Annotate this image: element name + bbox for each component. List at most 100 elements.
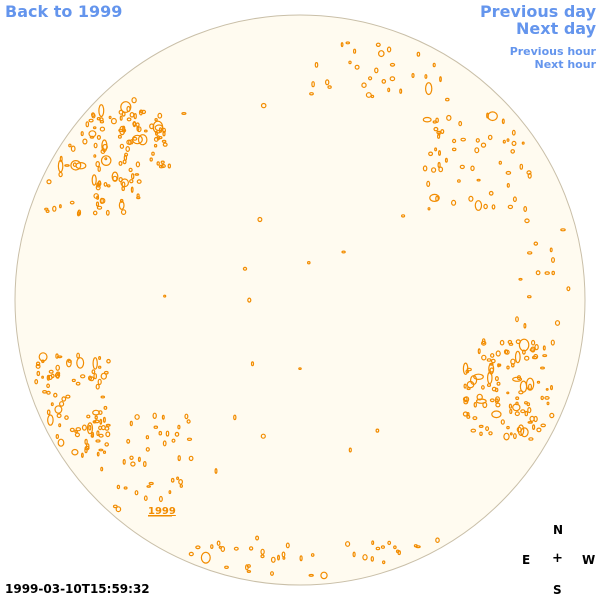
compass-north: N	[553, 523, 564, 537]
contour-mark	[46, 383, 50, 389]
contour-mark	[93, 154, 97, 158]
contour-mark	[466, 387, 471, 391]
contour-mark	[554, 320, 561, 326]
contour-mark	[560, 228, 566, 232]
contour-mark	[58, 171, 63, 178]
contour-mark	[428, 151, 434, 157]
contour-mark	[99, 126, 106, 132]
contour-mark	[375, 546, 381, 551]
contour-mark	[531, 424, 536, 431]
contour-mark	[55, 364, 61, 371]
contour-mark	[458, 120, 463, 127]
contour-mark	[247, 297, 252, 303]
contour-mark	[80, 131, 84, 137]
compass-south: S	[553, 583, 562, 597]
previous-hour-link[interactable]: Previous hour	[509, 45, 596, 58]
contour-mark	[438, 166, 444, 173]
previous-day-link[interactable]: Previous day	[479, 2, 596, 21]
contour-mark	[123, 154, 128, 161]
contour-mark	[527, 407, 532, 414]
contour-mark	[511, 140, 517, 146]
contour-mark	[233, 414, 237, 421]
contour-mark	[472, 416, 478, 421]
contour-mark	[75, 381, 81, 386]
contour-mark	[257, 216, 263, 223]
contour-mark	[506, 391, 510, 395]
contour-mark	[95, 439, 101, 443]
next-day-link[interactable]: Next day	[516, 19, 596, 38]
contour-mark	[526, 402, 531, 407]
contour-mark	[534, 344, 539, 351]
year-link[interactable]: 1999	[148, 506, 176, 517]
contour-mark	[527, 421, 533, 424]
contour-mark	[149, 123, 155, 130]
contour-mark	[523, 206, 528, 213]
contour-mark	[143, 129, 148, 133]
contour-mark	[105, 423, 111, 427]
contour-mark	[250, 361, 255, 367]
contour-mark	[491, 204, 496, 210]
contour-mark	[535, 270, 541, 276]
contour-mark	[508, 403, 512, 409]
contour-mark	[59, 204, 62, 209]
contour-mark	[545, 388, 549, 391]
contour-mark	[210, 544, 214, 549]
contour-mark	[158, 430, 163, 436]
contour-mark	[130, 173, 135, 180]
contour-mark	[95, 201, 100, 207]
contour-mark	[495, 402, 501, 408]
contour-mark	[218, 545, 222, 549]
contour-mark	[195, 545, 201, 550]
contour-mark	[139, 109, 144, 114]
contour-mark	[98, 356, 102, 361]
contour-mark	[474, 147, 480, 154]
contour-mark	[507, 339, 513, 345]
contour-mark	[96, 195, 100, 200]
contour-mark	[374, 67, 379, 74]
contour-mark	[477, 348, 481, 355]
contour-mark	[437, 133, 441, 139]
contour-mark	[495, 396, 501, 403]
contour-mark	[470, 165, 475, 172]
contour-mark	[306, 261, 311, 265]
contour-mark	[320, 571, 328, 580]
contour-mark	[277, 554, 281, 561]
contour-mark	[87, 375, 92, 381]
magnetic-contours	[34, 41, 571, 580]
contour-mark	[435, 117, 439, 124]
contour-mark	[340, 42, 344, 48]
contour-mark	[97, 378, 102, 386]
contour-mark	[255, 535, 260, 541]
contour-mark	[184, 413, 189, 420]
contour-mark	[85, 121, 90, 128]
contour-mark	[466, 412, 470, 417]
contour-mark	[516, 426, 522, 433]
contour-mark	[96, 205, 103, 210]
contour-mark	[100, 155, 112, 167]
contour-mark	[521, 141, 525, 145]
contour-mark	[55, 371, 61, 376]
contour-mark	[298, 367, 302, 371]
contour-mark	[132, 120, 137, 128]
contour-mark	[381, 78, 387, 84]
contour-mark	[123, 486, 128, 490]
back-to-year-link[interactable]: Back to 1999	[5, 2, 123, 21]
contour-mark	[96, 116, 101, 121]
contour-mark	[57, 438, 65, 447]
contour-mark	[77, 209, 82, 216]
contour-mark	[95, 161, 101, 168]
contour-mark	[525, 377, 535, 391]
contour-mark	[117, 134, 122, 139]
contour-mark	[126, 139, 132, 145]
next-hour-link[interactable]: Next hour	[534, 58, 597, 71]
contour-mark	[270, 556, 276, 563]
contour-mark	[542, 345, 546, 351]
contour-mark	[64, 415, 69, 420]
contour-mark	[58, 401, 65, 407]
contour-mark	[482, 401, 488, 409]
compass-west: W	[582, 553, 596, 567]
contour-mark	[75, 161, 87, 170]
contour-mark	[53, 392, 58, 398]
solar-disk	[14, 14, 586, 586]
contour-mark	[91, 174, 97, 186]
